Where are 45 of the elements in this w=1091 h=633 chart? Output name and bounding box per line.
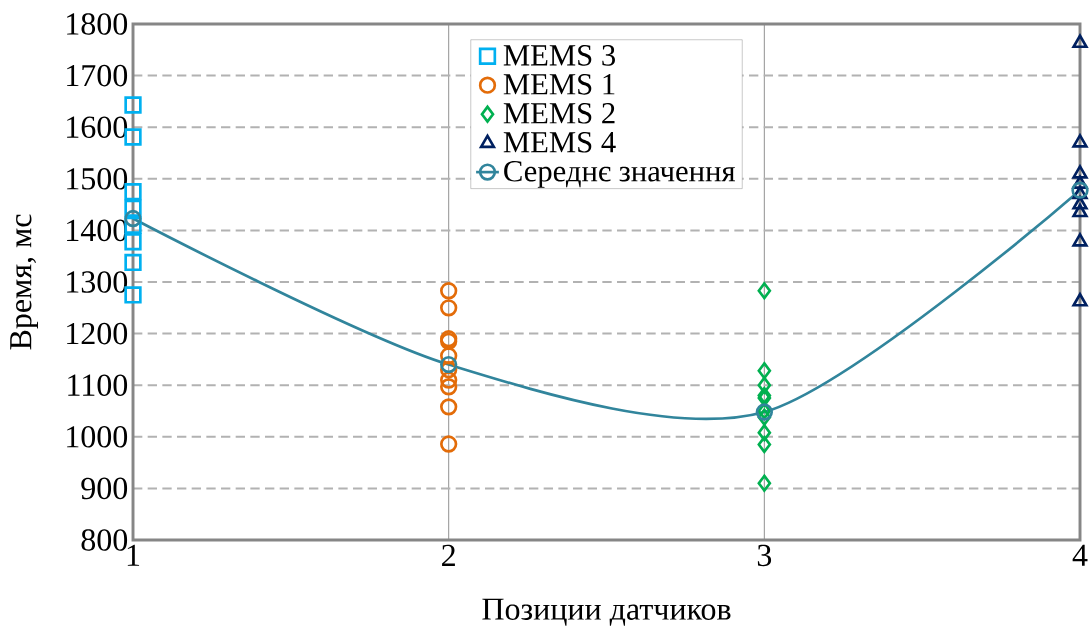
y-tick-label: 1000 xyxy=(67,426,128,448)
point xyxy=(757,282,772,300)
x-tick-label: 1 xyxy=(127,544,140,566)
y-tick-label: 1800 xyxy=(67,13,128,35)
point xyxy=(757,435,772,454)
point xyxy=(1072,233,1088,247)
y-tick-label: 1700 xyxy=(67,64,128,87)
x-tick-label: 2 xyxy=(442,544,455,566)
point xyxy=(757,362,772,380)
point xyxy=(1072,134,1088,148)
point xyxy=(1072,164,1088,179)
point xyxy=(440,435,458,453)
point xyxy=(1072,203,1088,218)
point xyxy=(124,96,142,114)
y-tick-label: 1500 xyxy=(67,168,128,190)
point xyxy=(440,282,458,300)
y-axis-title: Время, мс xyxy=(10,214,38,350)
y-tick-label: 1200 xyxy=(67,322,128,345)
point xyxy=(440,371,458,389)
y-tick-label: 1600 xyxy=(67,116,128,138)
point xyxy=(440,299,458,317)
point xyxy=(124,209,142,228)
x-axis-title: Позиции датчиков xyxy=(482,598,731,626)
legend-label: Середнє значення xyxy=(504,160,736,188)
y-tick-label: 800 xyxy=(81,529,128,551)
point xyxy=(124,233,142,251)
y-tick-label: 1300 xyxy=(67,271,128,293)
legend-label: MEMS 1 xyxy=(503,74,615,95)
y-tick-label: 900 xyxy=(81,477,128,500)
point xyxy=(1072,292,1088,307)
x-tick-label: 4 xyxy=(1072,544,1088,566)
x-tick-label: 3 xyxy=(757,544,772,567)
legend-label: MEMS 2 xyxy=(503,103,615,124)
point xyxy=(757,424,772,442)
point xyxy=(757,376,772,394)
point xyxy=(124,253,142,272)
legend-label: MEMS 3 xyxy=(503,45,615,66)
point xyxy=(440,378,458,396)
y-tick-label: 1100 xyxy=(68,374,128,396)
point xyxy=(757,474,772,492)
legend-label: MEMS 4 xyxy=(503,131,616,153)
point xyxy=(440,398,458,416)
point xyxy=(440,355,458,374)
point xyxy=(1071,181,1089,199)
point xyxy=(1072,34,1088,49)
